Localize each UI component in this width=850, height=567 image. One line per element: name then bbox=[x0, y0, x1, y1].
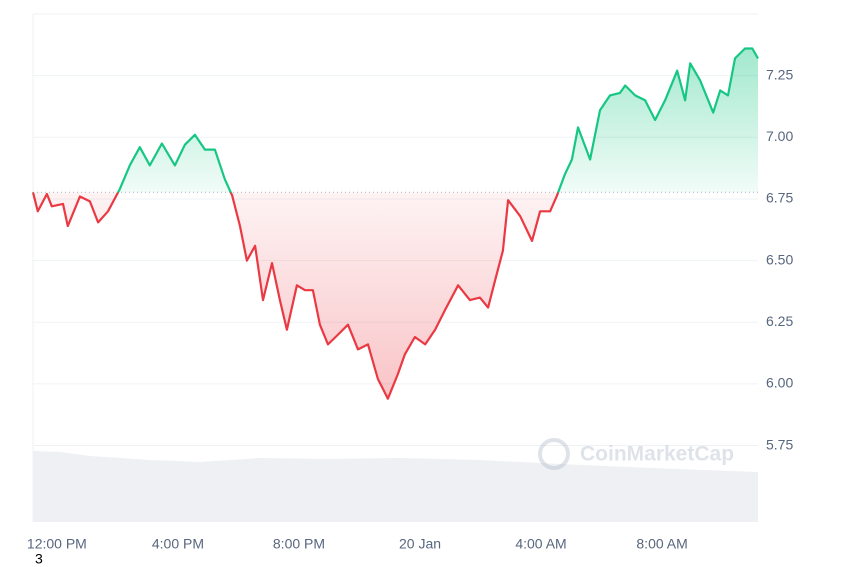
y-tick-label: 6.50 bbox=[766, 251, 793, 267]
x-tick-label: 20 Jan bbox=[399, 536, 441, 552]
volume-area bbox=[33, 451, 758, 522]
area-fill bbox=[33, 48, 758, 399]
watermark-logo bbox=[538, 438, 570, 470]
y-tick-label: 7.25 bbox=[766, 66, 793, 82]
price-line bbox=[31, 47, 759, 400]
x-tick-label: 12:00 PM bbox=[27, 536, 87, 552]
x-tick-label: 8:00 PM bbox=[273, 536, 325, 552]
y-tick-label: 6.25 bbox=[766, 313, 793, 329]
y-tick-label: 6.00 bbox=[766, 375, 793, 391]
y-tick-label: 5.75 bbox=[766, 436, 793, 452]
x-tick-label: 8:00 AM bbox=[636, 536, 687, 552]
footnote: 3 bbox=[35, 551, 43, 567]
watermark: CoinMarketCap bbox=[538, 438, 734, 470]
y-tick-label: 7.00 bbox=[766, 128, 793, 144]
y-tick-label: 6.75 bbox=[766, 190, 793, 206]
x-tick-label: 4:00 AM bbox=[515, 536, 566, 552]
x-tick-label: 4:00 PM bbox=[152, 536, 204, 552]
watermark-text: CoinMarketCap bbox=[580, 443, 734, 466]
